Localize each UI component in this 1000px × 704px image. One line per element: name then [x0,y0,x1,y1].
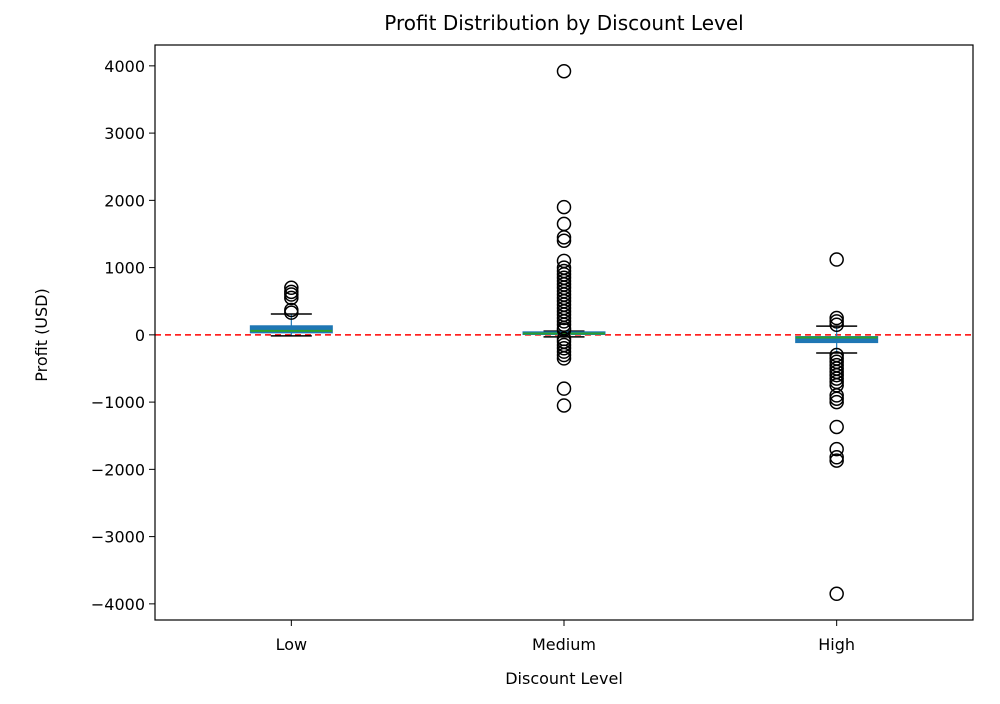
outlier-point [829,252,844,267]
x-axis-label: Discount Level [505,669,623,688]
outlier-point [556,310,572,326]
y-tick-label: 1000 [104,259,145,278]
outlier-point [829,441,844,457]
outlier-point [556,317,572,333]
outlier-point [556,322,572,338]
outlier-point [829,317,844,333]
y-tick-label: 3000 [104,124,145,143]
outlier-point [829,419,844,435]
outlier-point [829,450,844,465]
iqr-box [249,325,333,334]
outlier-point [829,453,844,468]
outlier-point [556,314,572,329]
y-axis-label: Profit (USD) [32,288,51,382]
outlier-point [556,199,572,215]
x-tick-label: Low [276,635,308,654]
outlier-point [829,367,844,383]
x-tick-label: High [818,635,855,654]
y-tick-label: −2000 [91,460,145,479]
box-medium [522,63,606,413]
y-tick-label: −4000 [91,595,145,614]
box-low [249,280,333,337]
outlier-point [284,280,299,296]
outlier-point [284,290,299,306]
plot-frame [154,44,974,621]
outlier-point [556,63,572,79]
outlier-point [556,216,572,232]
outlier-point [829,371,844,386]
outlier-point [556,233,572,248]
outlier-point [556,398,572,413]
outlier-point [829,394,844,410]
outlier-point [829,310,844,326]
y-tick-label: 2000 [104,191,145,210]
chart-title: Profit Distribution by Discount Level [384,11,743,35]
outlier-point [556,381,572,396]
iqr-box [795,336,879,344]
outlier-point [556,341,572,356]
outlier-point [829,388,844,403]
outlier-point [829,314,844,329]
outlier-point [284,287,299,302]
outlier-point [556,351,572,366]
box-high [795,252,879,602]
outlier-point [556,347,572,363]
y-tick-label: −1000 [91,393,145,412]
y-tick-label: −3000 [91,528,145,547]
outlier-point [829,586,844,602]
outlier-point [556,344,572,359]
x-tick-label: Medium [532,635,596,654]
outlier-point [284,305,299,320]
y-tick-label: 4000 [104,57,145,76]
outlier-point [829,391,844,406]
y-tick-label: 0 [135,326,145,345]
outlier-point [556,230,572,245]
